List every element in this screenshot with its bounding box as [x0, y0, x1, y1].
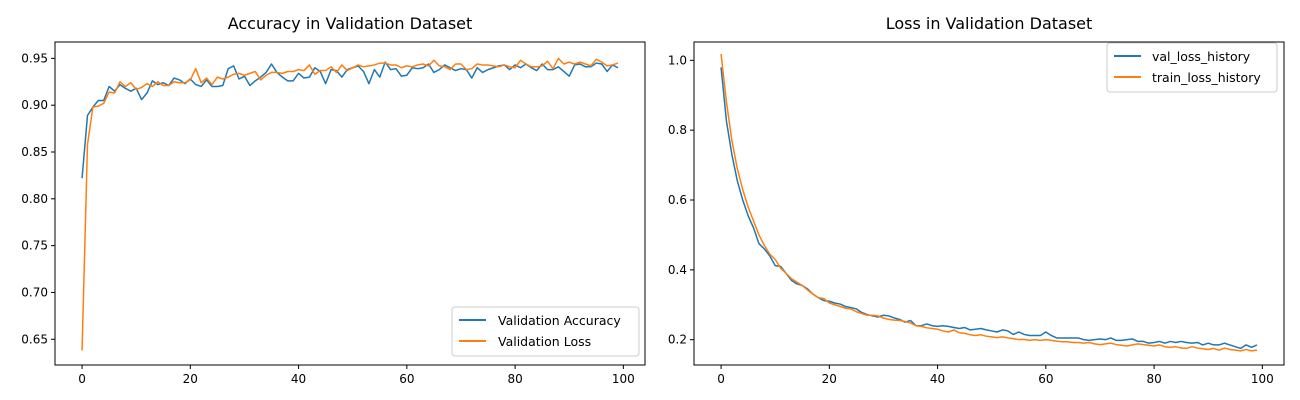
x-tick-label: 0 — [78, 372, 86, 386]
x-tick-label: 100 — [1251, 372, 1274, 386]
y-tick-label: 0.65 — [21, 332, 48, 346]
plot-frame — [693, 41, 1285, 366]
accuracy-chart: Accuracy in Validation Dataset 0 20 40 60 80… — [21, 14, 646, 386]
y-tick-label: 0.2 — [668, 333, 687, 347]
y-tick-label: 0.70 — [21, 285, 48, 299]
x-tick-label: 0 — [717, 372, 725, 386]
legend-label-validation-accuracy: Validation Accuracy — [498, 313, 621, 328]
x-tick-label: 80 — [1146, 372, 1161, 386]
series-line-2 — [81, 57, 619, 351]
legend-label-train-loss-history: train_loss_history — [1152, 70, 1261, 85]
y-tick-label: 0.90 — [21, 98, 48, 112]
legend-box — [1106, 42, 1278, 93]
legend-label-val-loss-history: val_loss_history — [1152, 49, 1251, 64]
x-axis-ticks: 0 20 40 60 80 100 — [78, 365, 635, 386]
chart-title: Accuracy in Validation Dataset — [228, 14, 473, 33]
y-axis-ticks: 0.65 0.70 0.75 0.80 0.85 0.90 0.95 — [21, 51, 55, 346]
y-tick-label: 0.80 — [21, 192, 48, 206]
plot-lines — [81, 57, 619, 351]
y-axis-ticks: 0.2 0.4 0.6 0.8 1.0 — [668, 53, 694, 347]
x-tick-label: 60 — [1038, 372, 1053, 386]
x-tick-label: 100 — [612, 372, 635, 386]
series-line-2 — [720, 53, 1258, 352]
y-tick-label: 0.95 — [21, 51, 48, 65]
legend: Validation Accuracy Validation Loss — [451, 306, 640, 357]
x-tick-label: 40 — [930, 372, 945, 386]
y-tick-label: 0.8 — [668, 123, 687, 137]
y-tick-label: 0.75 — [21, 239, 48, 253]
x-axis-ticks: 0 20 40 60 80 100 — [717, 365, 1274, 386]
legend-box — [451, 306, 640, 357]
y-tick-label: 0.6 — [668, 193, 687, 207]
y-tick-label: 1.0 — [668, 53, 687, 67]
x-tick-label: 40 — [291, 372, 306, 386]
y-tick-label: 0.4 — [668, 263, 687, 277]
plot-frame — [54, 41, 646, 366]
legend: val_loss_history train_loss_history — [1106, 42, 1278, 93]
x-tick-label: 60 — [399, 372, 414, 386]
legend-label-validation-loss: Validation Loss — [498, 334, 591, 349]
x-tick-label: 20 — [822, 372, 837, 386]
x-tick-label: 20 — [183, 372, 198, 386]
x-tick-label: 80 — [507, 372, 522, 386]
chart-title: Loss in Validation Dataset — [886, 14, 1093, 33]
loss-chart: Loss in Validation Dataset 0 20 40 60 80 100 … — [668, 14, 1285, 386]
plot-lines — [720, 53, 1258, 352]
y-tick-label: 0.85 — [21, 145, 48, 159]
